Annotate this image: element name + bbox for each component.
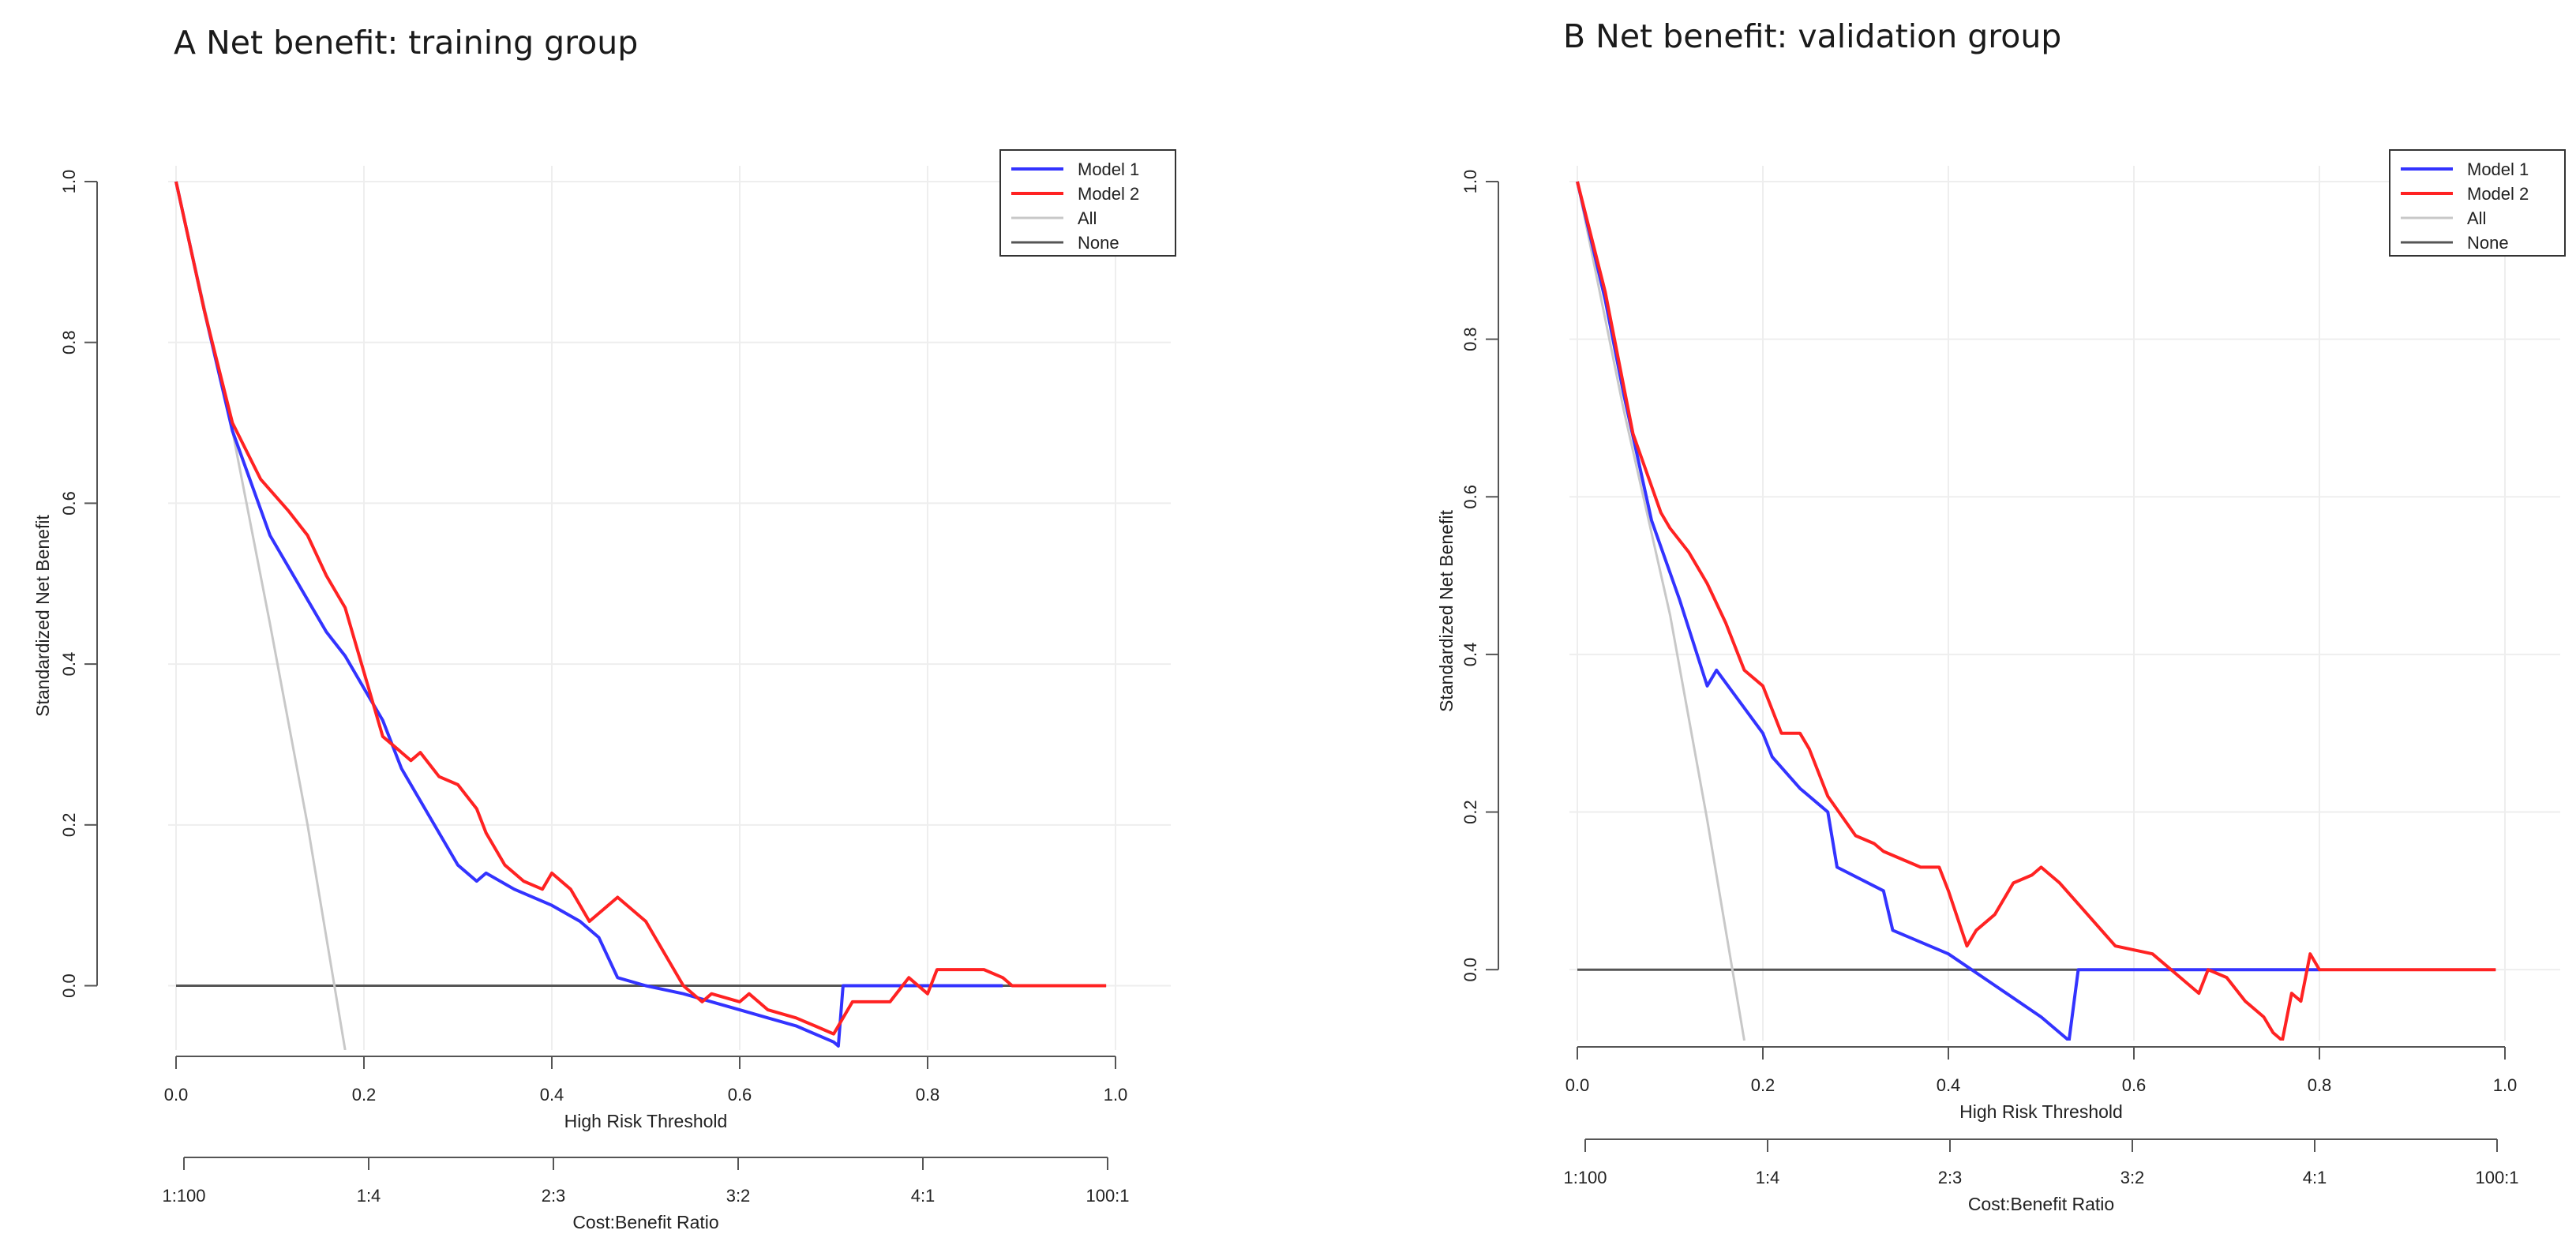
panel-b-y-tick-label: 1.0 bbox=[1460, 170, 1480, 194]
panel-a-cost-tick-label: 1:100 bbox=[162, 1186, 205, 1206]
panel-b-y-tick-label: 0.6 bbox=[1460, 485, 1480, 509]
panel-a-series-model-2 bbox=[174, 181, 1107, 1036]
panel-b-cost-tick-label: 1:100 bbox=[1563, 1168, 1607, 1187]
panel-a-x-tick-label: 0.8 bbox=[916, 1085, 940, 1105]
panel-a-legend-label: Model 1 bbox=[1078, 159, 1139, 179]
panel-b-cost-tick-label: 2:3 bbox=[1938, 1168, 1963, 1187]
panel-a-y-tick-label: 0.0 bbox=[59, 973, 79, 998]
panel-a-legend-label: Model 2 bbox=[1078, 184, 1139, 204]
panel-b-y-tick-label: 0.4 bbox=[1460, 643, 1480, 667]
panel-b-cost-axis-label: Cost:Benefit Ratio bbox=[1968, 1194, 2114, 1214]
panel-a-y-tick-label: 0.8 bbox=[59, 330, 79, 354]
panel-a-cost-tick-label: 3:2 bbox=[726, 1186, 751, 1206]
panel-b-x-tick-label: 0.8 bbox=[2308, 1075, 2332, 1095]
panel-a-y-tick-label: 0.4 bbox=[59, 652, 79, 677]
panel-b-legend-label: Model 1 bbox=[2467, 159, 2529, 179]
panel-b-legend-label: Model 2 bbox=[2467, 184, 2529, 204]
panel-a-cost-tick-label: 4:1 bbox=[911, 1186, 936, 1206]
panel-b-y-tick-label: 0.2 bbox=[1460, 800, 1480, 824]
panel-a-series-all bbox=[174, 181, 347, 1050]
panel-a-x-tick-label: 0.4 bbox=[540, 1085, 564, 1105]
panel-b-y-tick-label: 0.8 bbox=[1460, 327, 1480, 351]
panel-a-legend-label: All bbox=[1078, 208, 1097, 228]
panel-b-series-all bbox=[1576, 181, 1745, 1041]
panel-b-cost-tick-label: 4:1 bbox=[2303, 1168, 2327, 1187]
panel-a-cost-tick-label: 1:4 bbox=[357, 1186, 381, 1206]
panel-a-cost-tick-label: 100:1 bbox=[1086, 1186, 1129, 1206]
panel-a-chart: 0.0 0.2 0.4 0.6 0.8 1.0 High Risk Threshold 0.0… bbox=[32, 149, 1176, 1232]
panel-b-legend-label: None bbox=[2467, 233, 2509, 253]
panel-a-legend-label: None bbox=[1078, 233, 1119, 253]
panel-b-x-tick-label: 1.0 bbox=[2493, 1075, 2518, 1095]
panel-b-cost-tick-label: 100:1 bbox=[2475, 1168, 2518, 1187]
panel-a-x-tick-label: 0.6 bbox=[728, 1085, 752, 1105]
panel-b-x-tick-label: 0.0 bbox=[1565, 1075, 1590, 1095]
panel-a-legend: Model 1 Model 2 All None bbox=[999, 149, 1176, 257]
panel-b-x-tick-label: 0.2 bbox=[1751, 1075, 1775, 1095]
panel-b-x-axis-label: High Risk Threshold bbox=[1959, 1101, 2123, 1122]
panel-a-title: A Net benefit: training group bbox=[174, 24, 639, 62]
panel-b-y-tick-label: 0.0 bbox=[1460, 958, 1480, 982]
panel-b-legend-label: All bbox=[2467, 208, 2486, 228]
panel-b-x-tick-label: 0.4 bbox=[1937, 1075, 1961, 1095]
panel-a-x-tick-label: 1.0 bbox=[1104, 1085, 1128, 1105]
panel-a-series-model-1 bbox=[174, 181, 1003, 1048]
panel-b-cost-tick-label: 3:2 bbox=[2120, 1168, 2145, 1187]
panel-b-series-model-2 bbox=[1576, 181, 2496, 1041]
panel-a-x-tick-label: 0.0 bbox=[164, 1085, 189, 1105]
panel-a-x-tick-label: 0.2 bbox=[352, 1085, 377, 1105]
panel-b-chart: 0.0 0.2 0.4 0.6 0.8 1.0 High Risk Threshold 0.0… bbox=[1436, 149, 2566, 1214]
panel-a-y-axis-label: Standardized Net Benefit bbox=[32, 515, 53, 717]
panel-b-title: B Net benefit: validation group bbox=[1563, 17, 2062, 55]
panel-b-y-axis-label: Standardized Net Benefit bbox=[1436, 510, 1457, 712]
panel-b-series-model-1 bbox=[1576, 181, 2319, 1041]
panel-b-x-tick-label: 0.6 bbox=[2122, 1075, 2147, 1095]
panel-a-y-tick-label: 0.2 bbox=[59, 813, 79, 838]
panel-a-y-tick-label: 1.0 bbox=[59, 170, 79, 194]
panel-a-x-axis-label: High Risk Threshold bbox=[564, 1111, 728, 1131]
panel-b-legend: Model 1 Model 2 All None bbox=[2389, 149, 2566, 257]
panel-b-cost-tick-label: 1:4 bbox=[1756, 1168, 1780, 1187]
panel-a-y-tick-label: 0.6 bbox=[59, 491, 79, 516]
panel-a-cost-tick-label: 2:3 bbox=[542, 1186, 566, 1206]
panel-a-cost-axis-label: Cost:Benefit Ratio bbox=[572, 1212, 718, 1232]
